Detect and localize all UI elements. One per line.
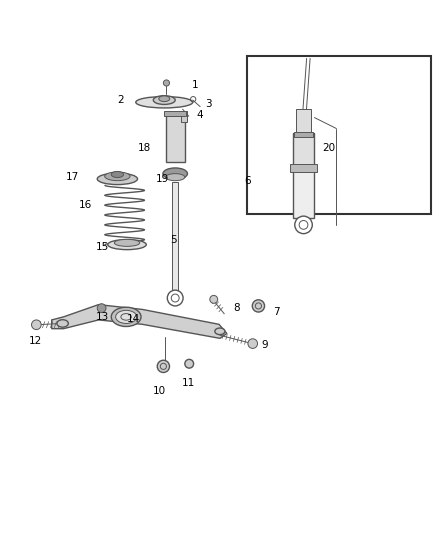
- Text: 15: 15: [96, 242, 110, 252]
- Text: 11: 11: [182, 377, 195, 387]
- Bar: [293, 133, 314, 170]
- Text: 19: 19: [155, 174, 169, 184]
- Ellipse shape: [163, 168, 187, 179]
- Text: 14: 14: [127, 314, 140, 324]
- Ellipse shape: [108, 239, 146, 249]
- Bar: [181, 110, 187, 122]
- Ellipse shape: [57, 320, 68, 327]
- Text: 2: 2: [117, 95, 124, 105]
- Bar: [294, 132, 313, 138]
- Ellipse shape: [153, 96, 175, 104]
- Text: 18: 18: [138, 143, 151, 154]
- Circle shape: [157, 360, 170, 373]
- Text: 1: 1: [191, 80, 198, 90]
- Ellipse shape: [111, 172, 124, 177]
- Text: 6: 6: [244, 176, 251, 186]
- Polygon shape: [52, 304, 227, 338]
- Circle shape: [252, 300, 265, 312]
- Text: 5: 5: [170, 235, 177, 245]
- Ellipse shape: [114, 239, 140, 246]
- Text: 3: 3: [205, 100, 212, 109]
- Circle shape: [97, 304, 106, 312]
- Ellipse shape: [116, 310, 137, 324]
- Text: 17: 17: [66, 172, 79, 182]
- Bar: [247, 56, 431, 214]
- Circle shape: [163, 80, 170, 86]
- Circle shape: [185, 359, 194, 368]
- Text: 7: 7: [272, 308, 279, 318]
- Ellipse shape: [136, 96, 193, 108]
- Text: 13: 13: [96, 312, 110, 322]
- Circle shape: [248, 339, 258, 349]
- Circle shape: [167, 290, 183, 306]
- Circle shape: [32, 320, 41, 329]
- Bar: [296, 109, 311, 135]
- Circle shape: [295, 216, 312, 233]
- Bar: [290, 165, 317, 172]
- Text: 9: 9: [261, 341, 268, 350]
- Circle shape: [210, 295, 218, 303]
- Text: 20: 20: [322, 143, 335, 154]
- Text: 8: 8: [233, 303, 240, 313]
- Ellipse shape: [166, 174, 185, 181]
- Text: 16: 16: [79, 200, 92, 210]
- Ellipse shape: [159, 96, 170, 102]
- Bar: [173, 182, 178, 298]
- Bar: [166, 114, 185, 162]
- Bar: [164, 111, 186, 116]
- Text: 10: 10: [153, 386, 166, 397]
- Text: 12: 12: [28, 336, 42, 346]
- Text: 4: 4: [196, 110, 203, 120]
- Bar: [293, 168, 314, 219]
- Ellipse shape: [105, 172, 130, 181]
- Ellipse shape: [97, 173, 138, 184]
- Ellipse shape: [111, 307, 141, 327]
- Ellipse shape: [215, 328, 225, 335]
